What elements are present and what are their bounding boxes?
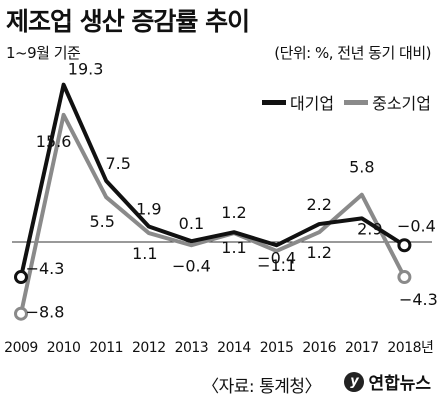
data-label-sme-8: 5.8 <box>349 158 374 177</box>
data-label-sme-7: 1.2 <box>306 243 331 262</box>
data-label-sme-3: 1.1 <box>132 244 157 263</box>
x-tick-label-7: 2016 <box>302 340 336 356</box>
legend-item-sme: 중소기업 <box>344 90 431 114</box>
series-line-sme <box>19 112 407 316</box>
legend-swatch-sme <box>344 99 369 105</box>
data-label-large-7: 2.2 <box>306 195 331 214</box>
data-label-large-8: 2.9 <box>357 219 382 238</box>
logo-icon: y <box>344 371 365 392</box>
data-label-sme-0: −8.8 <box>26 303 65 322</box>
legend-label-large: 대기업 <box>289 94 335 113</box>
legend-item-large: 대기업 <box>261 90 335 114</box>
unit-note: (단위: %, 전년 동기 대비) <box>274 44 431 62</box>
logo-text: 연합뉴스 <box>368 374 431 394</box>
chart-subtitle: 1~9월 기준 <box>6 44 81 62</box>
data-label-sme-2: 5.5 <box>89 212 114 231</box>
legend-swatch-large <box>261 99 286 105</box>
data-label-sme-5: 1.1 <box>221 238 246 257</box>
series-line-large <box>19 82 407 280</box>
x-tick-label-6: 2015 <box>260 340 294 356</box>
data-label-large-0: −4.3 <box>26 259 65 278</box>
x-tick-label-1: 2010 <box>47 340 81 356</box>
data-label-large-1: 19.3 <box>68 60 104 79</box>
x-tick-label-2: 2011 <box>89 340 123 356</box>
publisher-logo: y 연합뉴스 <box>344 369 431 394</box>
point-marker-large-9 <box>397 238 412 253</box>
source-note: 〈자료: 통계청〉 <box>202 377 321 397</box>
chart-title: 제조업 생산 증감률 추이 <box>6 7 250 36</box>
x-tick-label-8: 2017 <box>345 340 379 356</box>
data-label-sme-9: −4.3 <box>399 290 438 309</box>
data-label-sme-6: −1.1 <box>257 256 296 275</box>
data-label-large-3: 1.9 <box>136 200 161 219</box>
data-label-large-4: 0.1 <box>179 214 204 233</box>
data-label-sme-1: 15.6 <box>36 132 72 151</box>
point-marker-sme-9 <box>397 270 412 285</box>
point-marker-large-0 <box>14 270 28 285</box>
x-tick-label-3: 2012 <box>132 340 166 356</box>
data-label-large-5: 1.2 <box>221 203 246 222</box>
point-marker-sme-0 <box>14 306 28 321</box>
legend-label-sme: 중소기업 <box>372 94 431 113</box>
x-tick-label-4: 2013 <box>175 340 209 356</box>
x-tick-label-0: 2009 <box>4 340 38 356</box>
data-label-large-2: 7.5 <box>105 154 130 173</box>
legend: 대기업 중소기업 <box>252 90 431 114</box>
data-label-large-9: −0.4 <box>397 216 436 235</box>
x-tick-label-5: 2014 <box>217 340 251 356</box>
x-tick-label-9: 2018년 <box>387 340 433 356</box>
data-label-sme-4: −0.4 <box>172 256 211 275</box>
data-label-large-6: −0.4 <box>257 248 296 267</box>
